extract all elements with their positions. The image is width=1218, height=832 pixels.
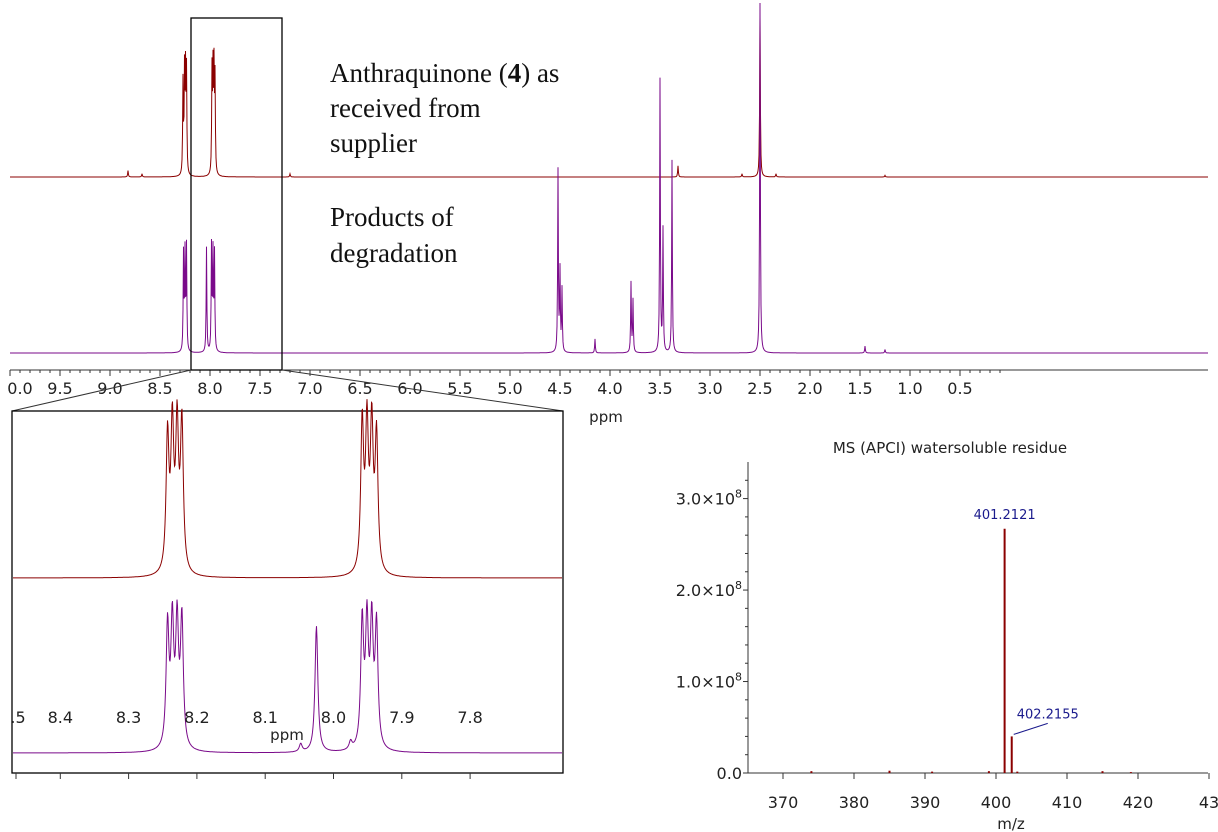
ms-y-tick-label: 2.0×108 [676,579,742,600]
nmr-x-axis-label: ppm [589,408,623,426]
nmr-x-tick-label: 3.0 [697,379,722,398]
nmr-zoom-spectrum: .5 8.4 8.3 8.2 8.1 8.0 7.9 7.8 ppm [10,399,564,779]
nmr-x-tick-label: 2.5 [747,379,772,398]
inset-x-axis-label: ppm [270,726,304,744]
ms-x-axis-label: m/z [997,815,1025,832]
nmr-x-tick-label: 2.0 [797,379,822,398]
ms-y-tick-mantissa: 0.0 [717,764,742,783]
nmr-x-tick-label: 5.0 [497,379,522,398]
ms-x-tick-label: 390 [910,793,941,812]
zoom-highlight-box [190,17,283,371]
annotation-line-4: Products of [330,202,454,232]
nmr-x-tick-label: 7.5 [247,379,272,398]
nmr-x-tick-label: 4.0 [597,379,622,398]
zoom-connector-lines [11,369,564,412]
ms-x-tick-label: 400 [981,793,1012,812]
inset-x-tick-label: 8.4 [48,708,73,727]
inset-x-tick-label: 8.1 [252,708,277,727]
ms-y-tick-mantissa: 3.0×10 [676,490,735,509]
nmr-x-tick-label: 9.5 [47,379,72,398]
nmr-x-tick-label: 4.5 [547,379,572,398]
ms-y-tick-exponent: 8 [735,488,742,501]
inset-frame [11,410,564,774]
nmr-x-tick-label: 7.0 [297,379,322,398]
nmr-x-tick-label: 3.5 [647,379,672,398]
ms-x-tick-label: 420 [1123,793,1154,812]
ms-y-tick-label: 0.0 [717,764,742,783]
inset-x-tick-label: 7.8 [457,708,482,727]
inset-x-tick-label: .5 [10,708,25,727]
inset-x-tick-label: 8.3 [116,708,141,727]
nmr-annotation: Anthraquinone (4) as received from suppl… [330,58,559,268]
nmr-series-1-trace [10,16,1208,178]
annotation-line-2: received from [330,93,481,123]
zoom-line-right [281,369,564,412]
nmr-x-tick-label: 0.0 [7,379,32,398]
annotation-line-3: supplier [330,128,417,158]
inset-series-2-trace [13,599,562,754]
inset-x-tick-label: 8.2 [184,708,209,727]
nmr-x-tick-label: 8.5 [147,379,172,398]
nmr-series-2-trace [10,2,1208,354]
ms-x-tick-label: 410 [1052,793,1083,812]
nmr-x-tick-label: 0.5 [947,379,972,398]
ms-spectrum: MS (APCI) watersoluble residue 0.0 1.0×10… [676,439,1218,832]
inset-x-tick-label: 8.0 [321,708,346,727]
ms-x-tick-label: 43 [1199,793,1218,812]
annotation-line-1: Anthraquinone (4) as [330,58,559,88]
ms-y-tick-exponent: 8 [735,671,742,684]
nmr-x-tick-label: 1.5 [847,379,872,398]
ms-peak-label: 401.2121 [974,508,1036,523]
ms-y-tick-mantissa: 2.0×10 [676,581,735,600]
nmr-full-spectrum: 0.09.59.08.58.07.57.06.56.05.55.04.54.03… [7,2,1208,426]
ms-x-tick-label: 380 [839,793,870,812]
ms-peak-label: 402.2155 [1017,707,1079,722]
ms-y-tick-mantissa: 1.0×10 [676,673,735,692]
inset-x-tick-label: 7.9 [389,708,414,727]
ms-y-tick-label: 3.0×108 [676,488,742,509]
ms-y-tick-exponent: 8 [735,579,742,592]
nmr-x-tick-label: 6.5 [347,379,372,398]
ms-peak-label-leader [1013,722,1048,735]
annotation-line-5: degradation [330,238,458,268]
nmr-x-tick-label: 5.5 [447,379,472,398]
nmr-x-tick-label: 1.0 [897,379,922,398]
ms-y-tick-label: 1.0×108 [676,671,742,692]
ms-title: MS (APCI) watersoluble residue [833,439,1067,457]
ms-x-tick-label: 370 [768,793,799,812]
nmr-x-tick-label: 8.0 [197,379,222,398]
zoom-line-left [11,369,192,412]
inset-series-1-trace [13,399,562,579]
